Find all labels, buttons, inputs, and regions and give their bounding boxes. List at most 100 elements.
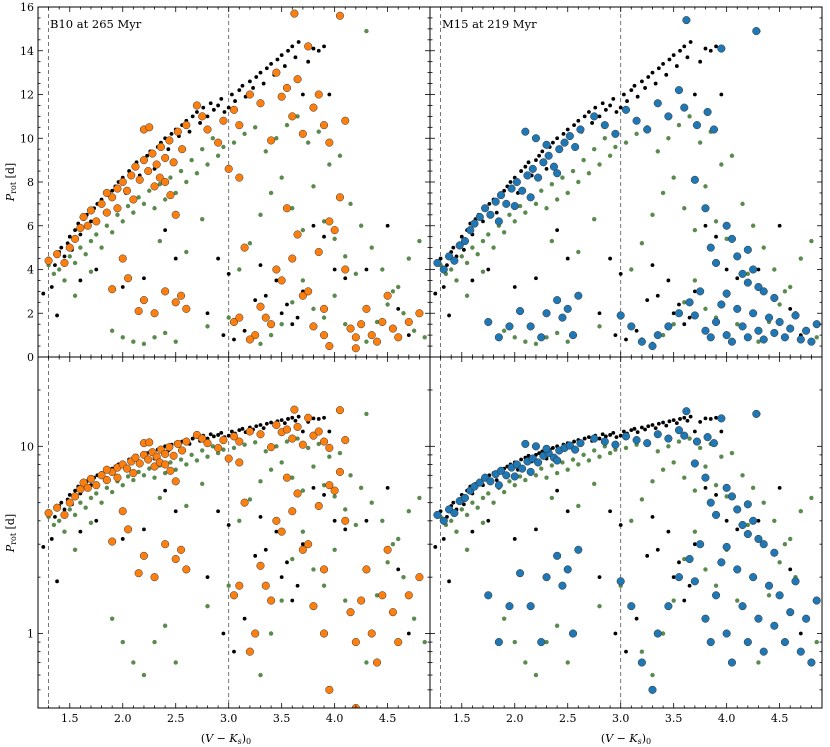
cluster-point: [447, 579, 451, 584]
green-point: [517, 474, 523, 479]
orange-model-point: [351, 344, 360, 353]
cluster-point: [653, 81, 658, 86]
cluster-point: [650, 263, 655, 268]
cluster-point: [226, 433, 231, 438]
cluster-point: [240, 83, 245, 88]
orange-model-point: [251, 331, 260, 340]
cluster-point: [703, 46, 708, 51]
blue-model-point: [516, 569, 525, 578]
orange-model-point: [261, 581, 270, 590]
blue-model-point: [696, 540, 705, 549]
green-point: [544, 475, 549, 480]
blue-model-point: [722, 542, 731, 552]
green-point: [72, 293, 78, 298]
cluster-point: [671, 575, 676, 580]
blue-model-point: [664, 322, 673, 331]
blue-model-point: [802, 614, 811, 623]
green-point: [136, 469, 141, 475]
cluster-point: [611, 96, 616, 101]
green-point: [523, 210, 528, 215]
blue-model-point: [796, 335, 805, 344]
orange-model-point: [124, 274, 133, 283]
cluster-point: [208, 432, 213, 437]
orange-model-point: [171, 554, 180, 564]
cluster-point: [364, 267, 369, 272]
cluster-point: [719, 429, 724, 434]
cluster-point: [582, 114, 587, 119]
green-point: [104, 223, 110, 228]
green-point: [162, 470, 168, 476]
blue-model-point: [706, 243, 715, 252]
green-point: [279, 598, 284, 603]
orange-model-point: [161, 153, 170, 162]
cluster-point: [279, 311, 284, 316]
green-point: [290, 475, 295, 480]
cluster-point: [222, 110, 227, 114]
orange-model-point: [314, 90, 323, 99]
blue-model-point: [526, 602, 535, 611]
cluster-point: [523, 164, 528, 169]
orange-model-point: [150, 309, 159, 318]
orange-model-point: [161, 287, 170, 296]
cluster-point: [555, 136, 560, 141]
cluster-point: [145, 153, 150, 158]
blue-model-point: [775, 317, 784, 327]
x-tick-label: 3.5: [273, 712, 291, 725]
blue-model-point: [590, 112, 599, 121]
green-point: [703, 567, 708, 572]
blue-model-point: [537, 333, 546, 342]
cluster-point: [576, 118, 581, 123]
green-point: [512, 335, 517, 340]
cluster-point: [671, 53, 676, 58]
blue-model-point: [752, 409, 761, 418]
blue-model-point: [759, 540, 768, 549]
blue-model-point: [786, 324, 795, 333]
orange-model-point: [357, 596, 366, 605]
cluster-point: [221, 333, 226, 338]
blue-model-point: [674, 426, 684, 435]
green-point: [348, 473, 353, 478]
orange-model-point: [240, 498, 249, 507]
green-point: [321, 583, 327, 588]
green-point: [660, 631, 666, 636]
green-point: [173, 190, 178, 196]
orange-model-point: [325, 481, 334, 490]
cluster-point: [624, 337, 628, 342]
cluster-point: [587, 435, 591, 440]
green-point: [401, 311, 406, 316]
blue-model-point: [526, 322, 535, 331]
cluster-point: [587, 110, 591, 114]
cluster-point: [316, 417, 321, 421]
blue-model-point: [749, 265, 758, 274]
orange-model-point: [256, 302, 265, 311]
blue-model-point: [521, 127, 530, 136]
blue-model-point: [812, 320, 821, 329]
green-point: [565, 467, 570, 472]
orange-model-point: [108, 285, 117, 294]
cluster-point: [674, 421, 679, 426]
blue-model-point: [692, 437, 702, 446]
cluster-point: [322, 44, 326, 49]
y-tick-label: 10: [20, 132, 34, 145]
orange-model-point: [139, 156, 148, 165]
blue-model-point: [685, 554, 694, 564]
green-point: [570, 457, 576, 462]
orange-model-point: [415, 309, 424, 318]
orange-model-point: [83, 221, 92, 230]
cluster-point: [258, 423, 263, 427]
green-point: [597, 603, 602, 609]
blue-model-point: [568, 331, 578, 340]
cluster-point: [219, 430, 224, 435]
green-point: [607, 153, 613, 158]
green-point: [655, 149, 660, 154]
orange-model-point: [161, 540, 170, 549]
cluster-point: [635, 94, 640, 99]
green-point: [411, 616, 417, 621]
green-point: [671, 321, 676, 327]
cluster-point: [254, 75, 259, 79]
green-point: [332, 547, 337, 553]
blue-model-point: [568, 629, 578, 638]
orange-model-point: [325, 443, 334, 453]
orange-model-point: [97, 471, 106, 480]
orange-model-point: [113, 204, 122, 213]
